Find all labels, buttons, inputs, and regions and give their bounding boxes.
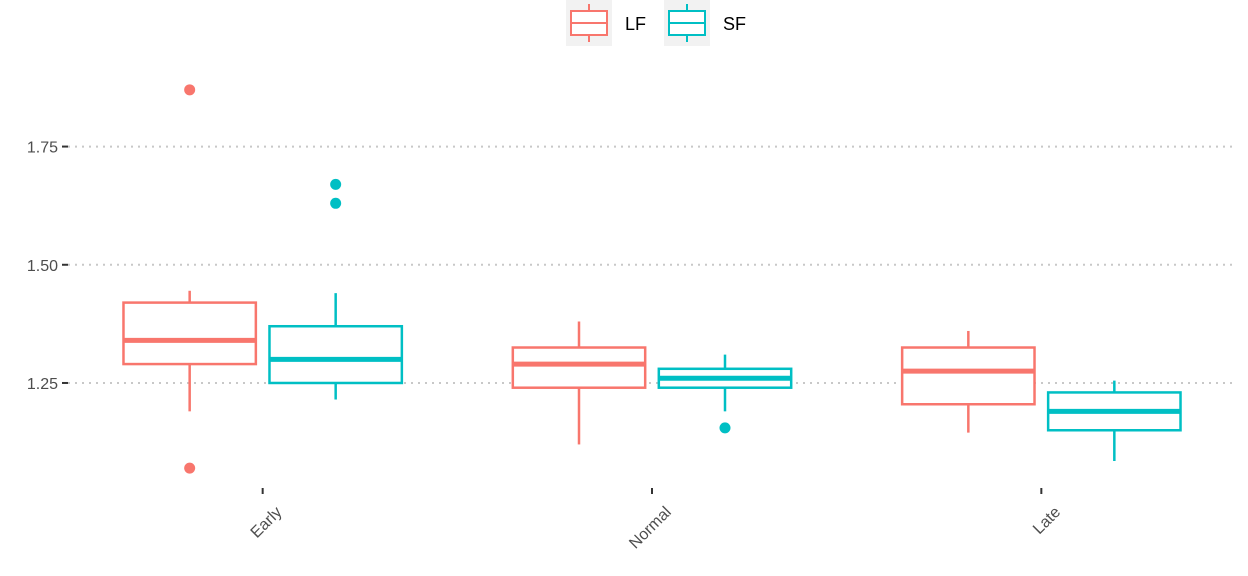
y-tick-label: 1.75 — [27, 140, 58, 157]
legend-item-SF: SF — [664, 0, 746, 46]
y-tick-label: 1.25 — [27, 376, 58, 393]
box-LF-Normal — [511, 321, 647, 445]
x-tick-label: Early — [248, 504, 286, 542]
outlier-point — [184, 462, 196, 474]
box-LF-Early — [122, 84, 258, 474]
x-axis: Early Normal Late — [248, 488, 1064, 552]
box-body — [900, 346, 1036, 406]
x-tick-label: Late — [1030, 504, 1064, 538]
outlier-point — [184, 84, 196, 96]
y-axis: 1.25 1.50 1.75 — [27, 140, 68, 393]
box-SF-Late — [1046, 380, 1182, 461]
box-body — [268, 324, 404, 385]
outlier-point — [330, 197, 342, 209]
box-LF-Late — [900, 330, 1036, 433]
legend-label: SF — [723, 14, 746, 34]
x-tick-label: Normal — [626, 504, 674, 552]
box-SF-Early — [268, 178, 404, 400]
legend: LF SF — [566, 0, 746, 46]
y-tick-label: 1.50 — [27, 258, 58, 275]
outlier-point — [719, 422, 731, 434]
box-body — [511, 346, 647, 389]
grid-lines — [68, 145, 1236, 384]
box-body — [122, 301, 258, 366]
outlier-point — [330, 178, 342, 190]
legend-item-LF: LF — [566, 0, 646, 46]
legend-label: LF — [625, 14, 646, 34]
box-SF-Normal — [657, 354, 793, 434]
plot-area — [122, 84, 1182, 474]
